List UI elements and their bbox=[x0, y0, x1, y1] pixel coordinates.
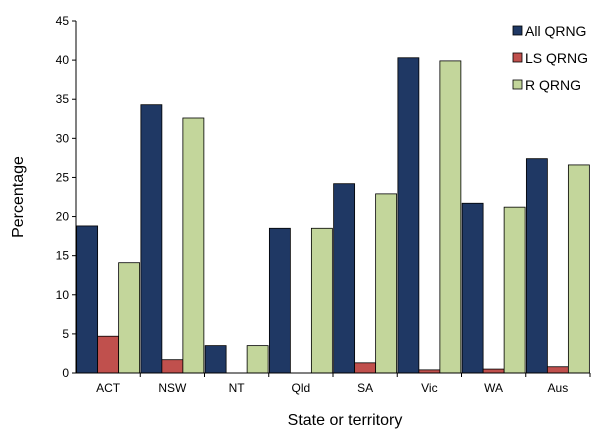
x-category-label: ACT bbox=[96, 381, 121, 395]
bar-ls-qrng-nsw bbox=[161, 359, 184, 374]
x-category-label: NSW bbox=[158, 381, 187, 395]
bar-all-qrng-qld bbox=[268, 227, 291, 374]
legend-swatch bbox=[512, 79, 523, 90]
bar-r-qrng-vic bbox=[439, 60, 462, 374]
bar-r-qrng-nt bbox=[246, 345, 269, 374]
x-category-labels: ACT NSW NT Qld SA Vic WA Aus bbox=[96, 373, 591, 395]
bar-r-qrng-aus bbox=[567, 164, 590, 374]
y-tick-label: 40 bbox=[56, 53, 70, 67]
x-category-label: Qld bbox=[292, 381, 311, 395]
bar-all-qrng-nsw bbox=[140, 104, 163, 374]
y-tick-label: 35 bbox=[56, 92, 70, 106]
x-category-label: NT bbox=[229, 381, 246, 395]
x-category-label: SA bbox=[357, 381, 373, 395]
y-tick-label: 15 bbox=[56, 249, 70, 263]
bar-all-qrng-sa bbox=[333, 183, 356, 374]
bar-r-qrng-qld bbox=[310, 227, 333, 374]
y-axis-title: Percentage bbox=[10, 156, 27, 238]
y-tick-label: 10 bbox=[56, 288, 70, 302]
bar-all-qrng-nt bbox=[204, 345, 227, 374]
legend-swatch bbox=[512, 52, 523, 63]
y-tick-label: 25 bbox=[56, 170, 70, 184]
legend-label: LS QRNG bbox=[525, 50, 588, 66]
bar-r-qrng-wa bbox=[503, 206, 526, 374]
x-category-label: Vic bbox=[421, 381, 437, 395]
bar-ls-qrng-sa bbox=[354, 362, 377, 374]
bar-ls-qrng-act bbox=[97, 335, 120, 374]
y-tick-label: 30 bbox=[56, 131, 70, 145]
y-tick-label: 0 bbox=[62, 366, 69, 380]
bar-all-qrng-vic bbox=[397, 57, 420, 374]
bars-group bbox=[76, 57, 590, 374]
bar-all-qrng-wa bbox=[461, 202, 484, 374]
legend-swatch bbox=[512, 25, 523, 36]
bar-all-qrng-aus bbox=[525, 158, 548, 374]
x-category-label: WA bbox=[484, 381, 503, 395]
bar-ls-qrng-aus bbox=[546, 366, 569, 374]
y-tick-label: 20 bbox=[56, 210, 70, 224]
bar-r-qrng-act bbox=[118, 262, 141, 374]
bar-ls-qrng-wa bbox=[482, 368, 505, 374]
x-axis-title: State or territory bbox=[288, 412, 403, 429]
bar-all-qrng-act bbox=[76, 225, 99, 374]
x-category-label: Aus bbox=[548, 381, 569, 395]
bar-r-qrng-nsw bbox=[182, 117, 205, 374]
legend-label: All QRNG bbox=[525, 23, 586, 39]
legend: All QRNG LS QRNG R QRNG bbox=[512, 23, 588, 93]
y-tick-label: 5 bbox=[62, 327, 69, 341]
y-tick-label: 45 bbox=[56, 14, 70, 28]
legend-label: R QRNG bbox=[525, 77, 581, 93]
bar-r-qrng-sa bbox=[375, 193, 398, 374]
y-ticks-group: 0 5 10 15 20 25 30 35 40 45 bbox=[56, 14, 76, 380]
